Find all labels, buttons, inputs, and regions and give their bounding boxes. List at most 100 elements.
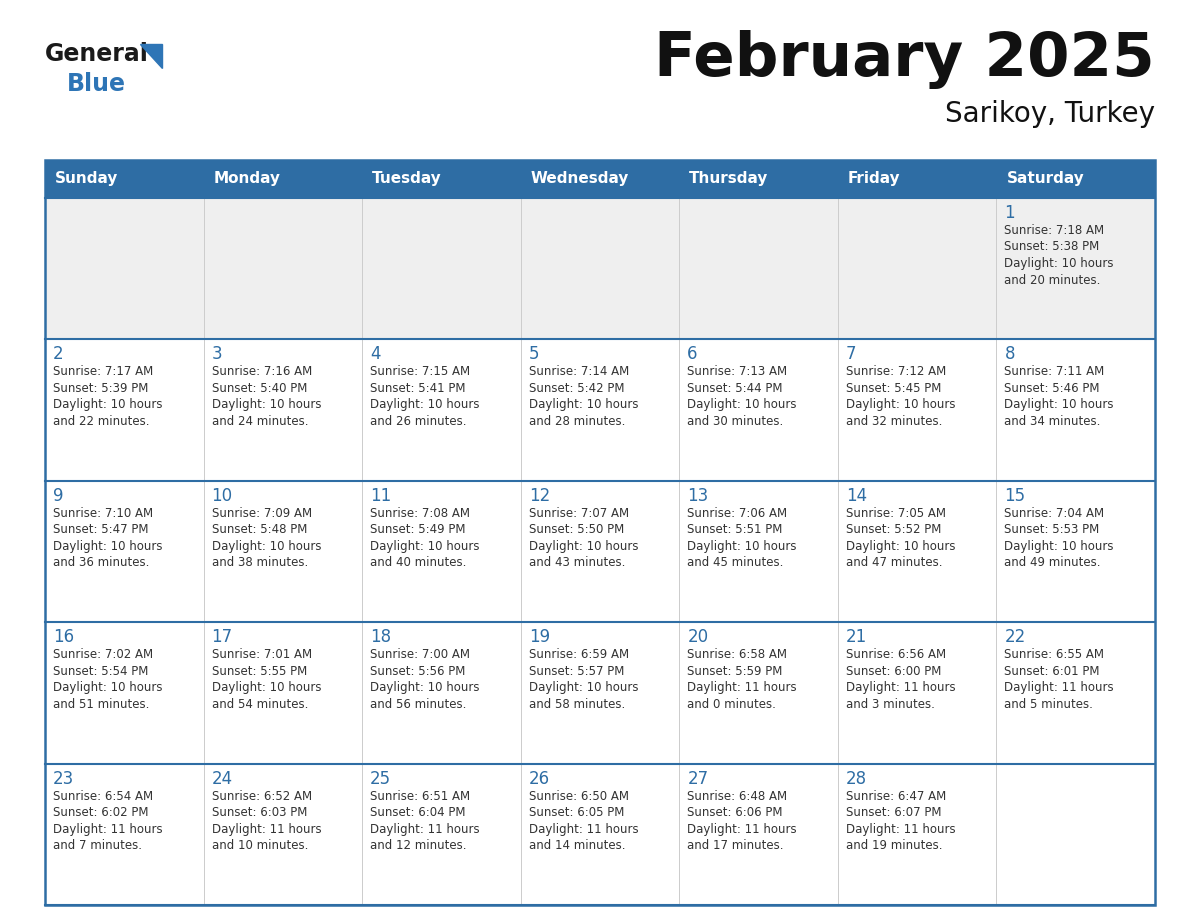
Text: 11: 11 <box>371 487 391 505</box>
Text: Sunrise: 7:11 AM: Sunrise: 7:11 AM <box>1004 365 1105 378</box>
Bar <box>838 160 997 198</box>
Text: Daylight: 11 hours: Daylight: 11 hours <box>1004 681 1114 694</box>
Text: Sunset: 5:51 PM: Sunset: 5:51 PM <box>688 523 783 536</box>
Text: Sunset: 5:41 PM: Sunset: 5:41 PM <box>371 382 466 395</box>
Text: and 49 minutes.: and 49 minutes. <box>1004 556 1101 569</box>
Text: 22: 22 <box>1004 628 1025 646</box>
Bar <box>45 481 1155 622</box>
Bar <box>680 160 838 198</box>
Text: Sunrise: 6:51 AM: Sunrise: 6:51 AM <box>371 789 470 802</box>
Text: Daylight: 10 hours: Daylight: 10 hours <box>688 540 797 553</box>
Bar <box>203 160 362 198</box>
Text: Sunrise: 7:04 AM: Sunrise: 7:04 AM <box>1004 507 1105 520</box>
Text: Sunset: 5:40 PM: Sunset: 5:40 PM <box>211 382 307 395</box>
Text: Sunrise: 6:54 AM: Sunrise: 6:54 AM <box>53 789 153 802</box>
Text: Sunrise: 7:14 AM: Sunrise: 7:14 AM <box>529 365 628 378</box>
Text: Sunrise: 7:02 AM: Sunrise: 7:02 AM <box>53 648 153 661</box>
Text: Blue: Blue <box>67 72 126 96</box>
Bar <box>45 160 1155 905</box>
Bar <box>45 340 1155 481</box>
Text: and 34 minutes.: and 34 minutes. <box>1004 415 1101 428</box>
Text: Sunrise: 6:56 AM: Sunrise: 6:56 AM <box>846 648 946 661</box>
Text: Sarikoy, Turkey: Sarikoy, Turkey <box>944 100 1155 128</box>
Text: 4: 4 <box>371 345 380 364</box>
Text: Sunrise: 6:58 AM: Sunrise: 6:58 AM <box>688 648 788 661</box>
Text: and 12 minutes.: and 12 minutes. <box>371 839 467 852</box>
Text: Monday: Monday <box>214 172 280 186</box>
Text: Daylight: 10 hours: Daylight: 10 hours <box>53 681 163 694</box>
Text: Sunrise: 6:55 AM: Sunrise: 6:55 AM <box>1004 648 1105 661</box>
Text: 15: 15 <box>1004 487 1025 505</box>
Text: 27: 27 <box>688 769 708 788</box>
Text: and 30 minutes.: and 30 minutes. <box>688 415 784 428</box>
Text: 12: 12 <box>529 487 550 505</box>
Text: 26: 26 <box>529 769 550 788</box>
Text: 1: 1 <box>1004 204 1015 222</box>
Text: Sunset: 6:00 PM: Sunset: 6:00 PM <box>846 665 941 677</box>
Text: Daylight: 11 hours: Daylight: 11 hours <box>846 681 955 694</box>
Text: Sunset: 5:45 PM: Sunset: 5:45 PM <box>846 382 941 395</box>
Polygon shape <box>140 44 162 68</box>
Text: and 54 minutes.: and 54 minutes. <box>211 698 308 711</box>
Text: and 7 minutes.: and 7 minutes. <box>53 839 143 852</box>
Text: Sunset: 5:49 PM: Sunset: 5:49 PM <box>371 523 466 536</box>
Text: Daylight: 11 hours: Daylight: 11 hours <box>688 823 797 835</box>
Text: 17: 17 <box>211 628 233 646</box>
Text: Sunrise: 6:59 AM: Sunrise: 6:59 AM <box>529 648 628 661</box>
Text: Sunrise: 7:15 AM: Sunrise: 7:15 AM <box>371 365 470 378</box>
Text: Daylight: 10 hours: Daylight: 10 hours <box>53 540 163 553</box>
Text: Sunrise: 7:12 AM: Sunrise: 7:12 AM <box>846 365 946 378</box>
Text: Sunrise: 7:18 AM: Sunrise: 7:18 AM <box>1004 224 1105 237</box>
Text: Sunset: 6:02 PM: Sunset: 6:02 PM <box>53 806 148 819</box>
Text: Daylight: 10 hours: Daylight: 10 hours <box>371 398 480 411</box>
Text: Sunset: 5:44 PM: Sunset: 5:44 PM <box>688 382 783 395</box>
Text: 21: 21 <box>846 628 867 646</box>
Text: 28: 28 <box>846 769 867 788</box>
Text: Daylight: 10 hours: Daylight: 10 hours <box>371 540 480 553</box>
Text: Sunrise: 6:50 AM: Sunrise: 6:50 AM <box>529 789 628 802</box>
Text: Sunset: 5:56 PM: Sunset: 5:56 PM <box>371 665 466 677</box>
Text: and 45 minutes.: and 45 minutes. <box>688 556 784 569</box>
Text: and 38 minutes.: and 38 minutes. <box>211 556 308 569</box>
Text: 7: 7 <box>846 345 857 364</box>
Text: Sunset: 6:07 PM: Sunset: 6:07 PM <box>846 806 941 819</box>
Text: Sunset: 5:50 PM: Sunset: 5:50 PM <box>529 523 624 536</box>
Text: Sunrise: 7:16 AM: Sunrise: 7:16 AM <box>211 365 311 378</box>
Bar <box>45 764 1155 905</box>
Text: Sunset: 6:04 PM: Sunset: 6:04 PM <box>371 806 466 819</box>
Text: 3: 3 <box>211 345 222 364</box>
Text: Daylight: 10 hours: Daylight: 10 hours <box>211 540 321 553</box>
Text: Daylight: 11 hours: Daylight: 11 hours <box>211 823 321 835</box>
Text: 5: 5 <box>529 345 539 364</box>
Text: and 36 minutes.: and 36 minutes. <box>53 556 150 569</box>
Text: and 47 minutes.: and 47 minutes. <box>846 556 942 569</box>
Text: Sunrise: 6:52 AM: Sunrise: 6:52 AM <box>211 789 311 802</box>
Text: Sunset: 5:57 PM: Sunset: 5:57 PM <box>529 665 624 677</box>
Text: Sunset: 6:05 PM: Sunset: 6:05 PM <box>529 806 624 819</box>
Text: Daylight: 11 hours: Daylight: 11 hours <box>688 681 797 694</box>
Text: Daylight: 10 hours: Daylight: 10 hours <box>211 398 321 411</box>
Text: and 26 minutes.: and 26 minutes. <box>371 415 467 428</box>
Text: and 19 minutes.: and 19 minutes. <box>846 839 942 852</box>
Text: and 22 minutes.: and 22 minutes. <box>53 415 150 428</box>
Text: Sunset: 6:03 PM: Sunset: 6:03 PM <box>211 806 307 819</box>
Text: Sunset: 5:54 PM: Sunset: 5:54 PM <box>53 665 148 677</box>
Text: Daylight: 10 hours: Daylight: 10 hours <box>529 398 638 411</box>
Text: 24: 24 <box>211 769 233 788</box>
Text: and 14 minutes.: and 14 minutes. <box>529 839 625 852</box>
Text: Daylight: 10 hours: Daylight: 10 hours <box>211 681 321 694</box>
Text: 6: 6 <box>688 345 697 364</box>
Text: and 17 minutes.: and 17 minutes. <box>688 839 784 852</box>
Text: Sunrise: 7:00 AM: Sunrise: 7:00 AM <box>371 648 470 661</box>
Text: and 10 minutes.: and 10 minutes. <box>211 839 308 852</box>
Text: 2: 2 <box>53 345 64 364</box>
Text: Wednesday: Wednesday <box>531 172 630 186</box>
Text: 25: 25 <box>371 769 391 788</box>
Bar <box>45 198 1155 340</box>
Bar <box>362 160 520 198</box>
Text: and 3 minutes.: and 3 minutes. <box>846 698 935 711</box>
Text: Daylight: 10 hours: Daylight: 10 hours <box>1004 540 1114 553</box>
Text: 23: 23 <box>53 769 74 788</box>
Text: and 51 minutes.: and 51 minutes. <box>53 698 150 711</box>
Text: 20: 20 <box>688 628 708 646</box>
